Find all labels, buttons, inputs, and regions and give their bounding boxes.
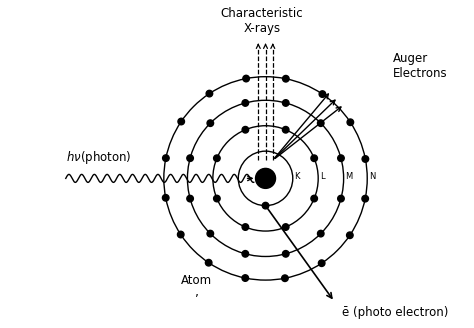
Circle shape bbox=[311, 155, 318, 161]
Circle shape bbox=[242, 275, 248, 281]
Circle shape bbox=[262, 202, 269, 209]
Circle shape bbox=[242, 251, 248, 257]
Circle shape bbox=[318, 230, 324, 237]
Text: ,: , bbox=[194, 286, 199, 299]
Text: K: K bbox=[294, 172, 300, 181]
Circle shape bbox=[187, 155, 193, 161]
Text: Auger
Electrons: Auger Electrons bbox=[392, 52, 447, 80]
Text: Atom: Atom bbox=[181, 274, 212, 287]
Circle shape bbox=[346, 232, 353, 238]
Circle shape bbox=[282, 275, 288, 281]
Circle shape bbox=[187, 195, 193, 202]
Circle shape bbox=[283, 75, 289, 82]
Circle shape bbox=[347, 119, 354, 126]
Circle shape bbox=[163, 195, 169, 201]
Circle shape bbox=[283, 251, 289, 257]
Circle shape bbox=[319, 260, 325, 266]
Circle shape bbox=[337, 195, 344, 202]
Circle shape bbox=[283, 100, 289, 106]
Circle shape bbox=[337, 155, 344, 161]
Text: Characteristic
X-rays: Characteristic X-rays bbox=[220, 7, 303, 35]
Circle shape bbox=[207, 120, 214, 126]
Circle shape bbox=[283, 127, 289, 133]
Circle shape bbox=[177, 231, 184, 238]
Circle shape bbox=[242, 127, 249, 133]
Text: $\it{h}\nu$(photon): $\it{h}\nu$(photon) bbox=[66, 149, 131, 166]
Circle shape bbox=[255, 168, 275, 188]
Circle shape bbox=[163, 155, 169, 161]
Circle shape bbox=[242, 224, 249, 230]
Circle shape bbox=[207, 230, 214, 237]
Text: L: L bbox=[320, 172, 325, 181]
Circle shape bbox=[283, 224, 289, 230]
Circle shape bbox=[319, 91, 326, 97]
Circle shape bbox=[214, 195, 220, 202]
Circle shape bbox=[206, 90, 213, 97]
Circle shape bbox=[242, 100, 248, 106]
Text: ē (photo electron): ē (photo electron) bbox=[342, 306, 448, 319]
Circle shape bbox=[205, 259, 212, 266]
Circle shape bbox=[362, 156, 369, 162]
Circle shape bbox=[178, 118, 184, 125]
Circle shape bbox=[311, 195, 318, 202]
Circle shape bbox=[214, 155, 220, 161]
Circle shape bbox=[243, 75, 249, 82]
Circle shape bbox=[362, 195, 368, 202]
Text: M: M bbox=[346, 172, 353, 181]
Text: N: N bbox=[369, 172, 375, 181]
Circle shape bbox=[318, 120, 324, 126]
